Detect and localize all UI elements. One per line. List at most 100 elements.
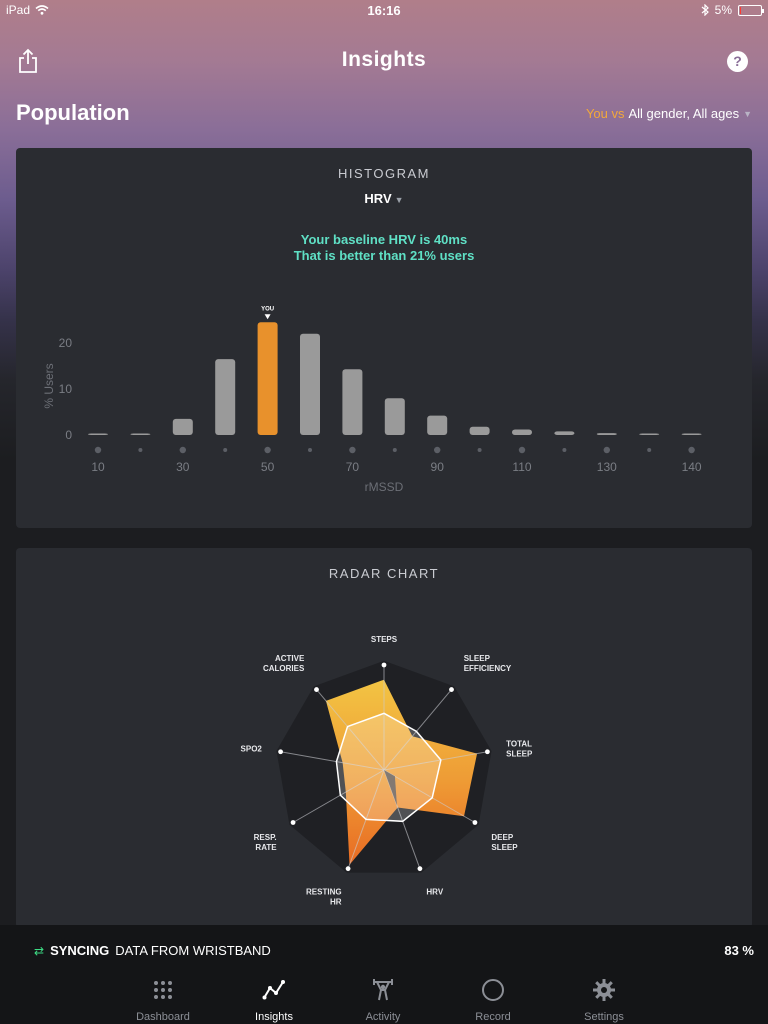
x-tick-label: 70 — [346, 460, 360, 474]
radar-series-overlap — [384, 770, 397, 806]
tab-label: Insights — [255, 1011, 293, 1023]
tab-activity[interactable]: Activity — [333, 975, 433, 1024]
baseline-line-2: That is better than 21% users — [293, 248, 475, 263]
circle-record-icon — [482, 979, 504, 1001]
you-bar — [257, 322, 278, 435]
radar-axis-label: RESTING HR — [306, 888, 342, 907]
battery-percent: 5% — [714, 3, 732, 17]
tab-record[interactable]: Record — [443, 975, 543, 1024]
x-tick-dot — [349, 446, 356, 454]
y-tick-label: 10 — [59, 382, 73, 396]
histogram-bar — [554, 431, 575, 435]
bluetooth-icon — [701, 4, 709, 16]
radar-axis-label-line: CALORIES — [263, 664, 305, 673]
wifi-icon — [35, 5, 49, 15]
radar-axis-dot — [314, 687, 319, 692]
gear-icon — [593, 979, 615, 1001]
radar-axis-label-line: DEEP — [491, 833, 513, 842]
tab-insights[interactable]: Insights — [224, 975, 324, 1024]
tab-label: Dashboard — [136, 1011, 190, 1023]
x-tick-dot — [264, 446, 271, 454]
radar-axis-label: SLEEP EFFICIENCY — [464, 654, 512, 673]
y-axis-label: % Users — [42, 363, 56, 408]
radar-axis-label-line: EFFICIENCY — [464, 664, 512, 673]
radar-axis-label-line: TOTAL — [506, 739, 532, 748]
histogram-bar — [172, 418, 193, 435]
baseline-line-1: Your baseline HRV is 40ms — [300, 232, 468, 247]
x-tick-dot — [434, 446, 441, 454]
sync-percent: 83 % — [724, 943, 754, 958]
histogram-bar — [681, 433, 702, 435]
histogram-bar — [88, 433, 108, 435]
metric-dropdown[interactable]: HRV ▼ — [16, 191, 752, 206]
radar-axis-dot — [449, 687, 454, 692]
radar-spoke — [383, 769, 476, 823]
x-tick-label: 30 — [176, 460, 190, 474]
x-tick-dot — [94, 446, 102, 454]
x-tick-dot — [477, 448, 482, 452]
radar-axis-label-line: HRV — [426, 888, 443, 897]
battery-fill — [740, 6, 741, 14]
x-tick-dot — [392, 448, 397, 452]
y-tick-label: 0 — [65, 428, 72, 442]
section-title: Population — [16, 100, 130, 125]
radar-card: RADAR CHART STEPS SLEEP EFFICIENCY TOTAL SLE… — [16, 548, 752, 928]
tab-label: Activity — [365, 1011, 401, 1023]
radar-axis-dot — [278, 749, 283, 755]
x-tick-dot — [223, 448, 228, 452]
x-tick-dot — [138, 448, 143, 452]
histogram-title: HISTOGRAM — [338, 166, 430, 181]
radar-axis-label-line: RATE — [255, 843, 277, 852]
radar-axis-label: HRV — [426, 888, 443, 897]
radar-axis-label: RESP. RATE — [254, 833, 278, 852]
histogram-bar — [130, 433, 151, 435]
sync-arrows-icon: ⇄ — [34, 943, 45, 958]
x-tick-label: 140 — [682, 460, 702, 474]
radar-axis-dot — [381, 662, 387, 668]
device-name: iPad — [6, 3, 31, 17]
x-tick-label: 50 — [261, 460, 275, 474]
status-right: 5% — [701, 3, 764, 17]
tab-settings[interactable]: Settings — [554, 975, 654, 1024]
radar-spoke — [292, 769, 385, 823]
compare-you-label: You vs — [585, 106, 625, 121]
radar-axis-label: TOTAL SLEEP — [506, 739, 533, 758]
radar-axis-label: STEPS — [371, 635, 398, 644]
radar-axis-dot — [485, 749, 490, 755]
y-tick-label: 20 — [59, 336, 73, 350]
radar-spoke — [383, 689, 452, 771]
x-tick-dot — [518, 446, 526, 454]
radar-axis-label-line: SLEEP — [464, 654, 491, 663]
radar-axis-label-line: SLEEP — [506, 749, 533, 758]
x-tick-label: 110 — [512, 460, 531, 474]
histogram-bar — [427, 415, 448, 435]
x-tick-dot — [308, 448, 312, 452]
status-left: iPad — [6, 3, 49, 17]
histogram-bar — [384, 398, 405, 435]
comparison-selector[interactable]: You vs All gender, All ages ▼ — [586, 106, 752, 121]
radar-axis-dot — [417, 866, 423, 872]
you-marker-label: YOU — [261, 306, 274, 312]
sync-status-text: DATA FROM WRISTBAND — [115, 943, 271, 958]
metric-label: HRV — [364, 191, 392, 206]
share-icon[interactable] — [16, 48, 40, 74]
radar-axis-label: DEEP SLEEP — [491, 833, 518, 852]
histogram-card: HISTOGRAM HRV ▼ Your baseline HRV is 40ms… — [16, 148, 752, 528]
histogram-bar — [215, 359, 236, 435]
chevron-down-icon: ▼ — [743, 108, 752, 119]
radar-axis-label: SPO2 — [241, 744, 263, 753]
radar-title: RADAR CHART — [328, 566, 440, 581]
radar-axis-label-line: RESTING — [306, 888, 342, 897]
help-icon[interactable]: ? — [727, 51, 748, 72]
radar-axis-dot — [345, 866, 351, 872]
histogram-bar — [469, 426, 490, 435]
page-title: Insights — [341, 48, 427, 71]
dots-grid-icon — [154, 981, 172, 999]
radar-axis-label-line: ACTIVE — [275, 654, 305, 663]
histogram-bar — [596, 433, 617, 435]
radar-axis-label-line: RESP. — [254, 833, 277, 842]
you-marker-arrow-icon — [264, 314, 271, 320]
x-tick-dot — [603, 446, 610, 454]
tab-dashboard[interactable]: Dashboard — [113, 975, 213, 1024]
